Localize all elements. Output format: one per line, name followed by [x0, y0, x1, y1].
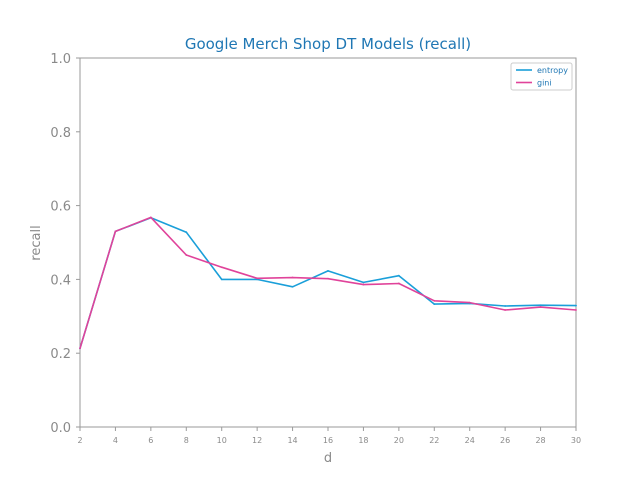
- x-tick-label: 22: [429, 436, 439, 445]
- data-point-gini: [397, 282, 400, 285]
- legend-label-gini: gini: [537, 79, 552, 88]
- x-tick-label: 12: [252, 436, 262, 445]
- data-point-gini: [362, 283, 365, 286]
- data-point-gini: [291, 276, 294, 279]
- data-point-gini: [114, 230, 117, 233]
- y-tick-label: 0.6: [50, 200, 71, 215]
- series-lines: [79, 216, 577, 350]
- x-tick-label: 30: [571, 436, 581, 445]
- x-tick-label: 4: [113, 436, 118, 445]
- data-point-gini: [575, 309, 577, 311]
- legend: entropy gini: [510, 62, 573, 91]
- data-point-entropy: [397, 274, 400, 277]
- data-point-entropy: [433, 303, 436, 306]
- data-point-entropy: [504, 305, 507, 307]
- y-tick-label: 0.2: [50, 347, 71, 362]
- data-point-gini: [79, 347, 81, 350]
- x-tick-label: 6: [148, 436, 153, 445]
- data-point-entropy: [291, 285, 294, 288]
- data-point-entropy: [539, 304, 542, 307]
- data-point-gini: [185, 254, 188, 256]
- data-point-gini: [468, 301, 471, 304]
- legend-label-entropy: entropy: [537, 66, 568, 75]
- x-tick-label: 14: [287, 436, 297, 445]
- y-axis-label: recall: [29, 225, 44, 260]
- data-point-gini: [256, 277, 259, 280]
- y-axis: 0.0 0.2 0.4 0.6 0.8 1.0: [50, 52, 80, 436]
- y-tick-label: 0.0: [50, 421, 71, 436]
- x-tick-label: 16: [323, 436, 333, 445]
- x-tick-label: 10: [217, 436, 227, 445]
- data-point-entropy: [220, 278, 223, 281]
- plot-area: [79, 57, 577, 428]
- y-tick-label: 1.0: [50, 52, 71, 67]
- data-point-entropy: [362, 281, 365, 284]
- x-tick-label: 18: [358, 436, 368, 445]
- x-axis: 2 4 6 8 10 12 14 16 18 20 22 24 26 28 30: [77, 427, 581, 445]
- y-tick-label: 0.8: [50, 126, 71, 141]
- x-tick-label: 28: [535, 436, 545, 445]
- data-point-gini: [433, 299, 436, 302]
- data-point-gini: [504, 309, 507, 311]
- data-point-entropy: [327, 270, 329, 272]
- data-point-gini: [149, 216, 152, 219]
- y-tick-label: 0.4: [50, 273, 71, 288]
- x-tick-label: 8: [184, 436, 189, 445]
- data-point-entropy: [575, 304, 577, 307]
- x-tick-label: 24: [465, 436, 475, 445]
- data-point-gini: [539, 306, 542, 308]
- chart-title: Google Merch Shop DT Models (recall): [185, 35, 471, 53]
- data-point-entropy: [185, 231, 188, 234]
- data-point-gini: [327, 277, 329, 280]
- x-tick-label: 20: [394, 436, 404, 445]
- x-tick-label: 2: [77, 436, 82, 445]
- x-axis-label: d: [324, 451, 332, 466]
- x-tick-label: 26: [500, 436, 510, 445]
- data-point-gini: [220, 266, 223, 269]
